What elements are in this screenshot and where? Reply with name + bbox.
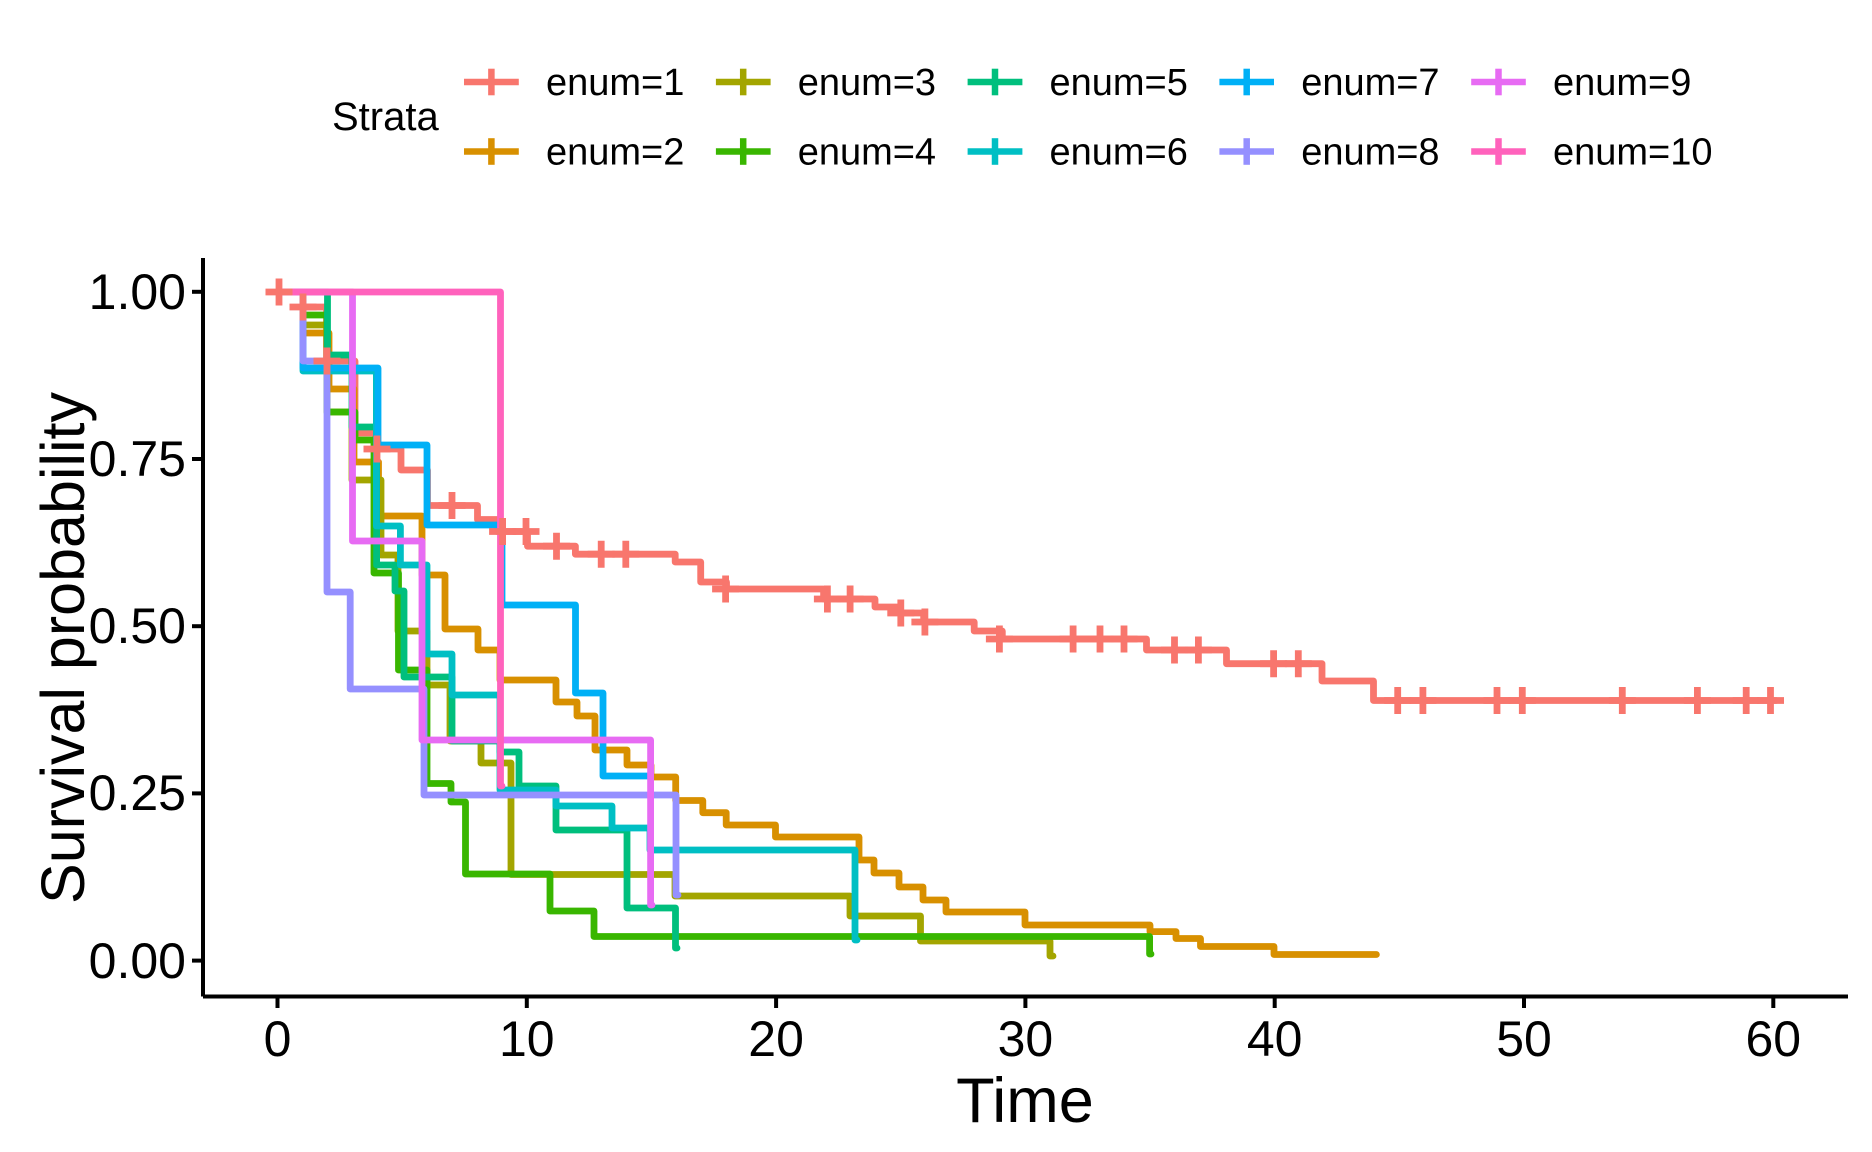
svg-text:enum=6: enum=6 [1050, 132, 1188, 174]
svg-text:0.75: 0.75 [89, 431, 186, 487]
svg-text:enum=10: enum=10 [1553, 132, 1713, 174]
svg-text:30: 30 [998, 1011, 1054, 1067]
svg-text:enum=7: enum=7 [1301, 62, 1439, 104]
svg-text:1.00: 1.00 [89, 264, 186, 320]
svg-text:Strata: Strata [332, 95, 439, 139]
svg-text:enum=2: enum=2 [546, 132, 684, 174]
svg-text:60: 60 [1745, 1011, 1801, 1067]
svg-text:enum=3: enum=3 [798, 62, 936, 104]
svg-text:20: 20 [748, 1011, 804, 1067]
svg-text:10: 10 [499, 1011, 555, 1067]
svg-text:enum=9: enum=9 [1553, 62, 1691, 104]
svg-text:enum=1: enum=1 [546, 62, 684, 104]
svg-text:enum=5: enum=5 [1050, 62, 1188, 104]
svg-text:0: 0 [264, 1011, 292, 1067]
svg-text:Survival probability: Survival probability [29, 392, 97, 904]
svg-text:enum=8: enum=8 [1301, 132, 1439, 174]
svg-text:enum=4: enum=4 [798, 132, 936, 174]
svg-text:40: 40 [1247, 1011, 1303, 1067]
svg-text:Time: Time [956, 1066, 1094, 1136]
svg-text:0.25: 0.25 [89, 765, 186, 821]
svg-text:50: 50 [1496, 1011, 1552, 1067]
svg-text:0.50: 0.50 [89, 598, 186, 654]
svg-text:0.00: 0.00 [89, 933, 186, 989]
